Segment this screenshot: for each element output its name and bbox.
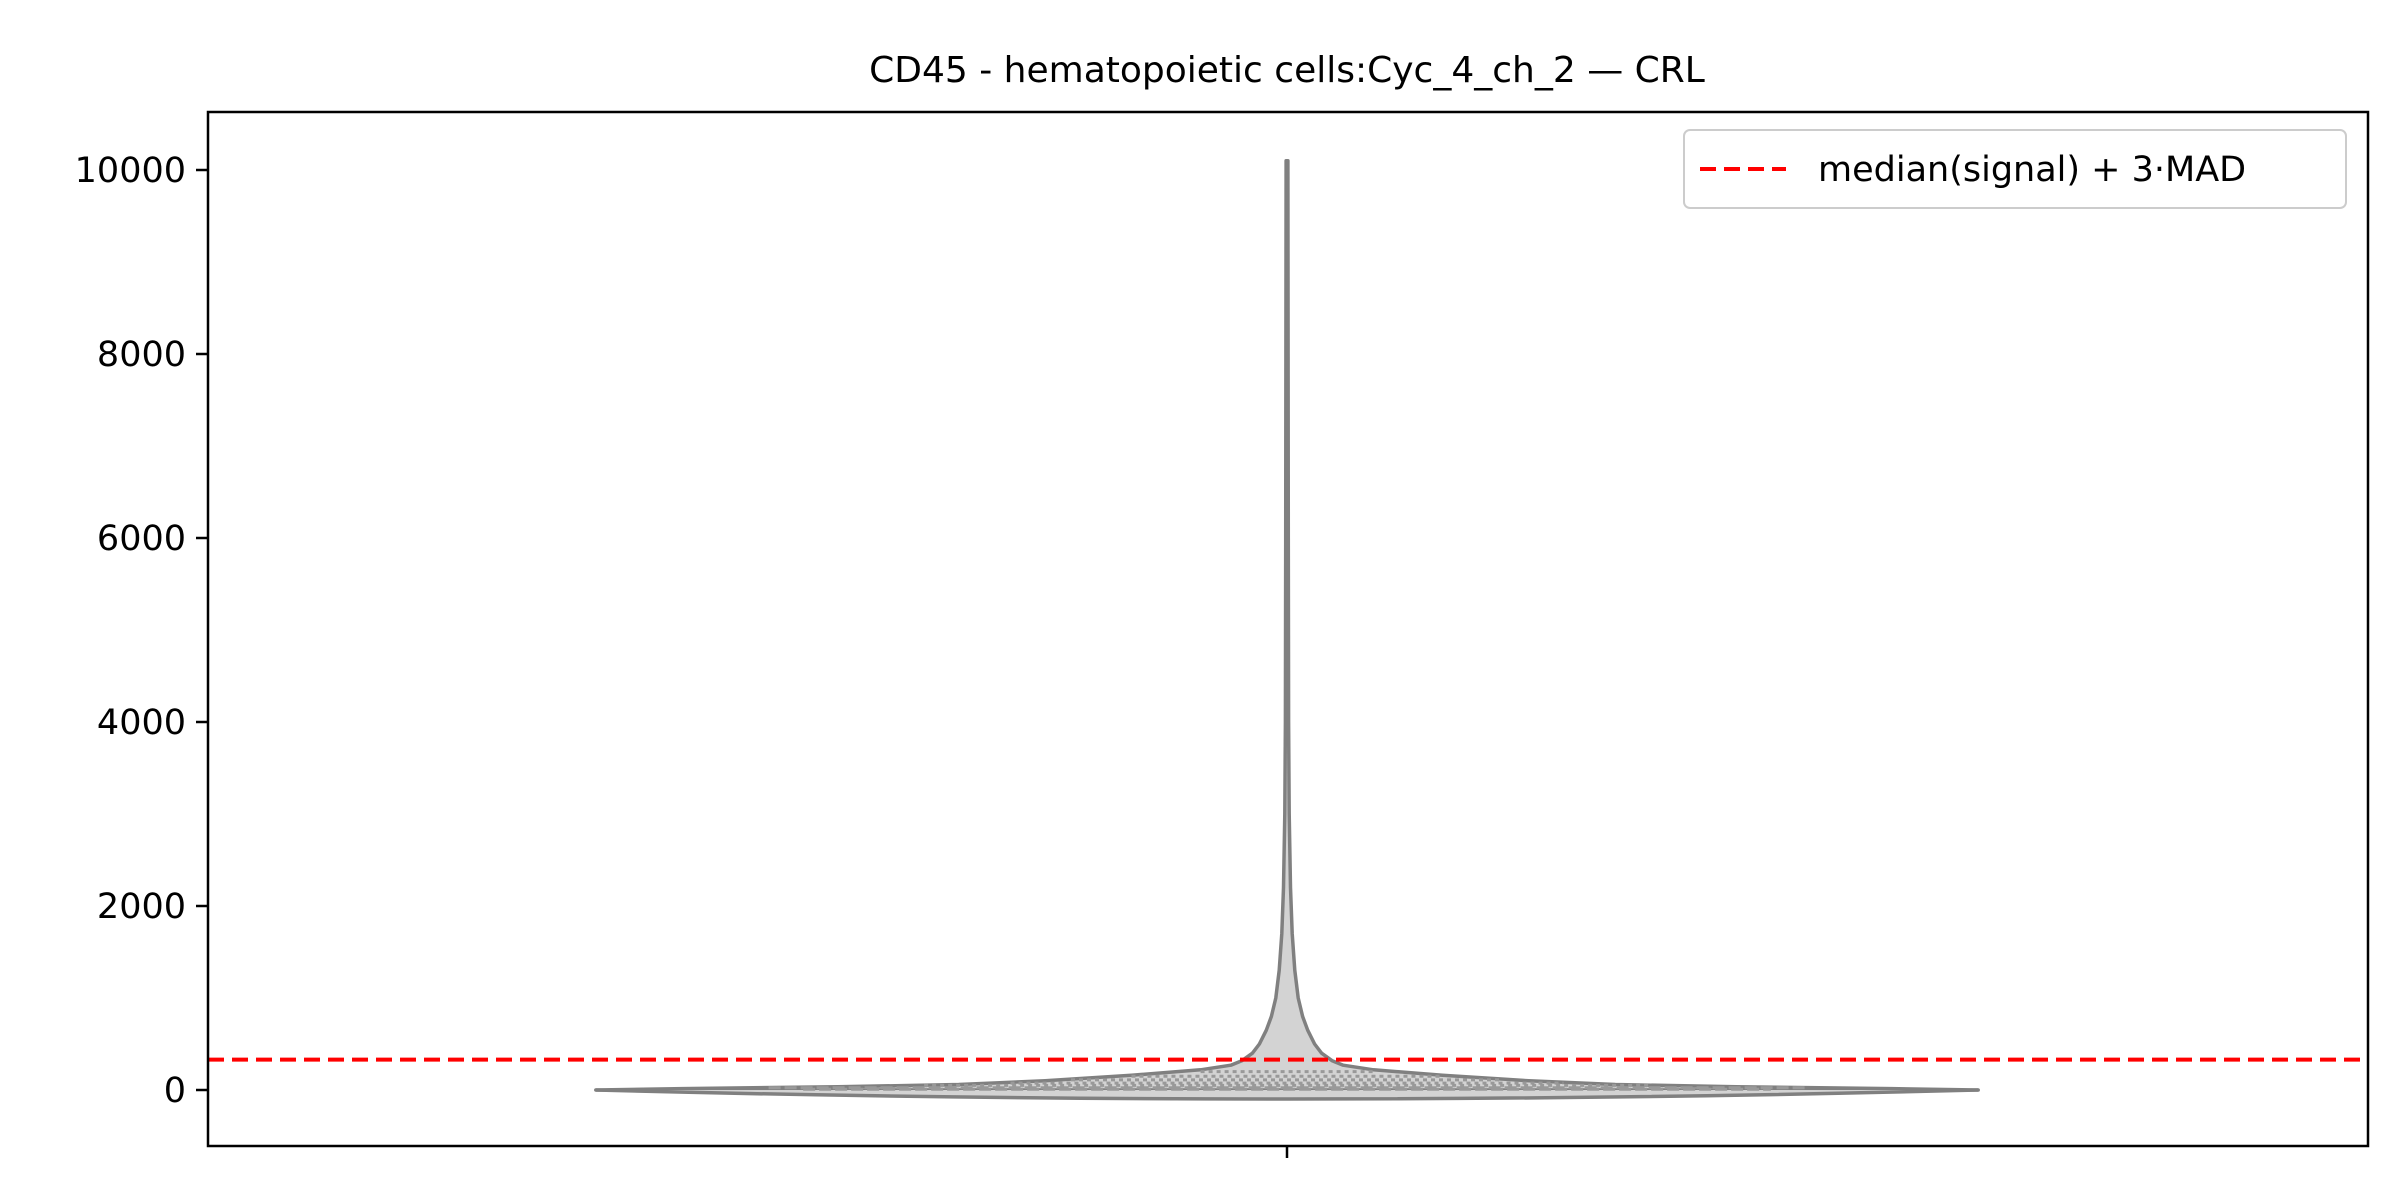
y-tick-label: 4000 [97, 703, 186, 743]
violin-inner-lines [768, 1070, 1806, 1091]
y-tick-label: 6000 [97, 519, 186, 559]
y-tick-label: 8000 [97, 335, 186, 375]
legend: median(signal) + 3·MAD [1683, 129, 2347, 209]
legend-label: median(signal) + 3·MAD [1818, 150, 2246, 190]
legend-box [1683, 129, 2347, 209]
y-tick-label: 10000 [75, 151, 186, 191]
violin-group [594, 159, 1980, 1101]
violin-body [594, 159, 1980, 1092]
y-tick-label: 0 [164, 1071, 186, 1111]
violin-lower-edge [595, 1088, 1979, 1101]
y-tick-label: 2000 [97, 887, 186, 927]
chart-title: CD45 - hematopoietic cells:Cyc_4_ch_2 — … [869, 50, 1705, 91]
y-axis: 0 2000 4000 6000 8000 10000 [75, 151, 208, 1111]
